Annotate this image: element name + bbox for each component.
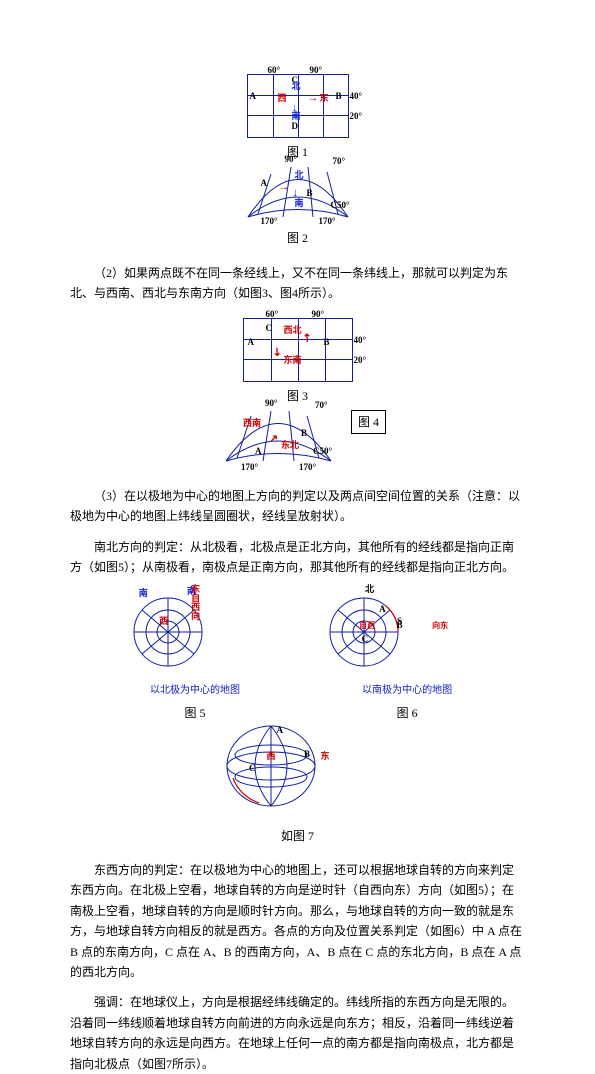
fig-row-3-4: 60° 90° A B C 西北 东南 40° 20° ↘ ↖ 图 3: [70, 318, 525, 472]
lbl: 南: [139, 588, 148, 598]
lbl: S: [397, 616, 402, 626]
arrow-icon: →: [279, 178, 290, 197]
lbl: 北: [365, 584, 374, 594]
arrow-icon: ↓: [293, 184, 299, 203]
polar-svg: [316, 592, 412, 672]
lbl: 170°: [261, 214, 278, 229]
lbl: 40°: [354, 333, 367, 348]
lbl: 90°: [312, 307, 325, 322]
fig-row-1-2: 60° 90° A B C D 西 东 北 南 40° 20° → ↓ 图 1: [70, 74, 525, 249]
lbl: 西: [159, 616, 168, 626]
lbl: B: [324, 335, 330, 350]
fig-row-5-6-7: 南 南 东自西向 西 以北极为中心的地图 图 5 北 A B C S: [70, 592, 525, 847]
lbl: 20°: [354, 353, 367, 368]
lbl: 东北: [281, 438, 299, 453]
fig2: 90° 70° A B 北 南 C50° 170° 170° ↓ →: [243, 162, 353, 224]
fig3-caption: 图 3: [70, 386, 525, 406]
lbl: B: [301, 426, 307, 441]
page: 60° 90° A B C D 西 东 北 南 40° 20° → ↓ 图 1: [0, 0, 595, 842]
fig6-sub: 以南极为中心的地图: [316, 682, 498, 699]
fig4-caption: 图 4: [351, 410, 386, 434]
lbl-90: 90°: [310, 63, 323, 78]
lbl: 向东: [432, 621, 448, 630]
lbl: 东: [321, 751, 330, 761]
lbl: 170°: [241, 460, 258, 475]
fig5-caption: 图 5: [97, 703, 293, 723]
lbl-B: B: [336, 89, 342, 104]
lbl-n: 北: [292, 79, 301, 94]
lbl: 60°: [266, 307, 279, 322]
lbl: 东南: [284, 353, 302, 368]
arrow-icon: ↓: [292, 99, 298, 118]
lbl: 西北: [284, 323, 302, 338]
para-3: （3）在以极地为中心的地图上方向的判定以及两点间空间位置的关系（注意：以极地为中…: [70, 486, 525, 527]
lbl: 70°: [333, 154, 346, 169]
lbl-20: 20°: [350, 109, 363, 124]
fig1: 60° 90° A B C D 西 东 北 南 40° 20° → ↓: [247, 74, 349, 138]
lbl-60: 60°: [268, 63, 281, 78]
arrow-icon: →: [308, 89, 319, 108]
lbl: 北: [295, 168, 304, 183]
lbl: C: [266, 321, 273, 336]
para-ns: 南北方向的判定：从北极看，北极点是正北方向，其他所有的经线都是指向正南方（如图5…: [70, 537, 525, 578]
lbl-w: 西: [278, 91, 287, 106]
lbl: 自西: [359, 621, 375, 630]
fig5-sub: 以北极为中心的地图: [97, 682, 293, 699]
fig1-caption: 图 1: [70, 142, 525, 162]
fig6-caption: 图 6: [316, 703, 498, 723]
lbl: A: [248, 335, 255, 350]
arrow-icon: ↗: [269, 430, 278, 449]
lbl: C: [249, 763, 256, 773]
fig7-caption: 如图 7: [221, 826, 373, 846]
lbl: C50°: [313, 444, 332, 459]
lbl: B: [307, 186, 313, 201]
fig5: 南 南 东自西向 西 以北极为中心的地图 图 5: [97, 592, 293, 724]
lbl: A: [276, 725, 283, 735]
para-emph: 强调：在地球仪上，方向是根据经纬线确定的。纬线所指的东西方向是无限的。沿着同一纬…: [70, 992, 525, 1074]
para-2: （2）如果两点既不在同一条经线上，又不在同一条纬线上，那就可以判定为东北、与西南…: [70, 263, 525, 304]
globe-svg: [221, 723, 321, 809]
lbl: 70°: [315, 398, 328, 413]
fig6: 北 A B C S 自西 向东 以南极为中心的地图 图 6: [316, 592, 498, 724]
lbl: C: [362, 634, 369, 644]
fig1-wrap: 60° 90° A B C D 西 东 北 南 40° 20° → ↓ 图 1: [70, 77, 525, 162]
fig3-wrap: 60° 90° A B C 西北 东南 40° 20° ↘ ↖ 图 3: [70, 321, 525, 406]
lbl: 170°: [319, 214, 336, 229]
fig4-wrap: 90° 70° 西南 东北 A B C50° 170° 170° ↗ 图 4: [209, 415, 386, 429]
lbl-e: 东: [320, 91, 329, 106]
lbl: 90°: [265, 396, 278, 411]
lbl: 西: [266, 751, 275, 761]
lbl: A: [261, 176, 268, 191]
lbl: A: [255, 444, 262, 459]
lbl: C50°: [331, 198, 350, 213]
para-ew: 东西方向的判定：在以极地为中心的地图上，还可以根据地球自转的方向来判定东西方向。…: [70, 860, 525, 982]
lbl-40: 40°: [350, 89, 363, 104]
lbl: 170°: [299, 460, 316, 475]
fig4: 90° 70° 西南 东北 A B C50° 170° 170° ↗: [221, 406, 336, 472]
fig3: 60° 90° A B C 西北 东南 40° 20° ↘ ↖: [243, 318, 353, 382]
lbl: 90°: [285, 152, 298, 167]
lbl: A: [379, 604, 386, 614]
lbl-A: A: [250, 89, 257, 104]
fig7: A B C 西 东 如图 7: [221, 723, 373, 846]
fig2-caption: 图 2: [70, 228, 525, 248]
lbl: B: [304, 749, 310, 759]
fig2-wrap: 90° 70° A B 北 南 C50° 170° 170° ↓ → 图 2: [70, 165, 525, 248]
lbl: 东自西向: [187, 584, 202, 620]
lbl: 西南: [243, 416, 261, 431]
